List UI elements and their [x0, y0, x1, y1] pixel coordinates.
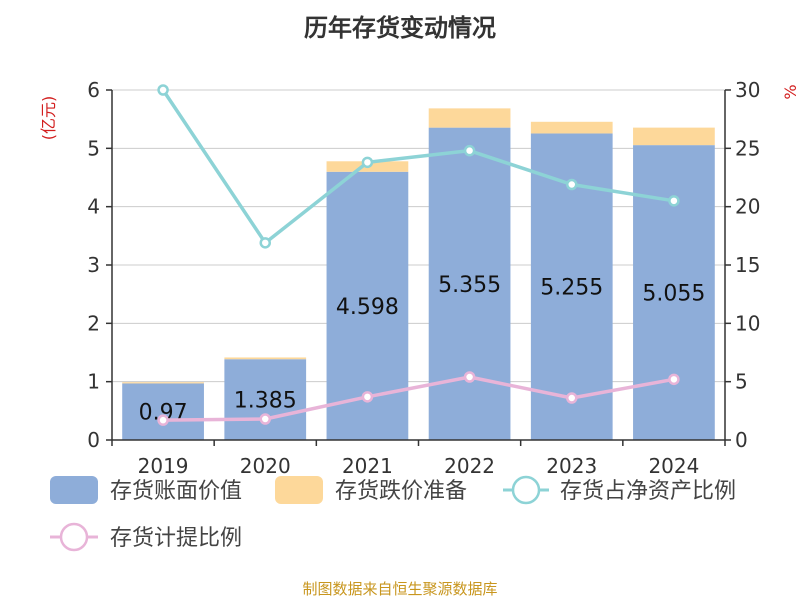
point-inventory-provision-ratio	[668, 373, 680, 386]
bar-data-label: 5.255	[540, 276, 603, 301]
bar-book-value	[224, 359, 307, 440]
point-inventory-net-asset-ratio	[361, 156, 374, 169]
bar-book-value	[428, 127, 511, 440]
y-right-tick-label: 25	[735, 136, 760, 160]
source-note: 制图数据来自恒生聚源数据库	[302, 580, 498, 598]
bar-impairment-reserve	[428, 108, 511, 128]
y-left-axis-label: (亿元)	[39, 96, 58, 141]
bar-impairment-reserve	[122, 382, 204, 384]
legend-swatch-book-value	[50, 476, 98, 504]
point-inventory-net-asset-ratio	[566, 178, 578, 191]
y-left-tick-label: 0	[87, 428, 100, 452]
x-tick-label: 2019	[138, 454, 189, 478]
x-tick-label: 2024	[648, 454, 699, 478]
y-right-tick-label: 5	[735, 370, 748, 394]
x-tick-label: 2022	[444, 454, 495, 478]
y-right-tick-label: 0	[735, 428, 748, 452]
y-left-tick-label: 2	[87, 311, 100, 335]
point-inventory-net-asset-ratio	[668, 195, 680, 207]
y-left-tick-label: 6	[87, 78, 100, 102]
point-inventory-net-asset-ratio	[463, 144, 476, 157]
bar-data-label: 5.355	[438, 273, 501, 298]
y-left-tick-label: 1	[87, 370, 100, 394]
y-left-tick-label: 3	[87, 253, 100, 277]
y-right-tick-label: 30	[735, 78, 760, 102]
bar-impairment-reserve	[530, 121, 613, 134]
legend-label-net-asset-ratio: 存货占净资产比例	[560, 479, 736, 504]
line-inventory-net-asset-ratio	[161, 89, 675, 245]
bar-data-label: 1.385	[234, 389, 297, 414]
bar-data-label: 4.598	[336, 295, 399, 320]
bar-impairment-reserve	[633, 127, 715, 146]
chart-title: 历年存货变动情况	[304, 14, 496, 42]
y-right-tick-label: 10	[735, 311, 760, 335]
point-inventory-net-asset-ratio	[259, 237, 271, 249]
point-inventory-provision-ratio	[361, 391, 374, 403]
legend-label-provision-ratio: 存货计提比例	[110, 526, 242, 551]
bar-impairment-reserve	[224, 357, 307, 360]
y-left-tick-label: 4	[87, 195, 100, 219]
x-tick-label: 2021	[342, 454, 393, 478]
line-inventory-provision-ratio	[163, 375, 675, 422]
point-inventory-provision-ratio	[566, 392, 578, 404]
legend-label-impairment-reserve: 存货跌价准备	[335, 479, 467, 504]
legend-label-book-value: 存货账面价值	[110, 479, 242, 504]
point-inventory-provision-ratio	[157, 414, 169, 426]
y-left-tick-label: 5	[87, 136, 100, 160]
legend-marker-net-asset-ratio	[511, 475, 541, 505]
legend-marker-provision-ratio	[59, 522, 89, 552]
x-tick-label: 2020	[240, 454, 291, 478]
point-inventory-net-asset-ratio	[157, 84, 169, 96]
bar-data-label: 5.055	[642, 282, 705, 307]
point-inventory-provision-ratio	[259, 413, 271, 425]
y-right-axis-label: %	[781, 84, 800, 99]
bar-book-value	[633, 145, 715, 440]
y-right-tick-label: 15	[735, 253, 760, 277]
x-tick-label: 2023	[546, 454, 597, 478]
bar-book-value	[122, 383, 204, 440]
legend-swatch-impairment-reserve	[275, 476, 323, 504]
point-inventory-provision-ratio	[463, 371, 476, 383]
y-right-tick-label: 20	[735, 195, 760, 219]
